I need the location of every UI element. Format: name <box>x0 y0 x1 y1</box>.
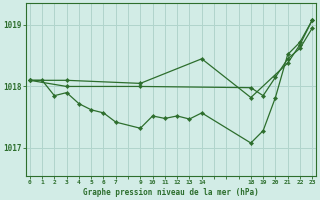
X-axis label: Graphe pression niveau de la mer (hPa): Graphe pression niveau de la mer (hPa) <box>83 188 259 197</box>
